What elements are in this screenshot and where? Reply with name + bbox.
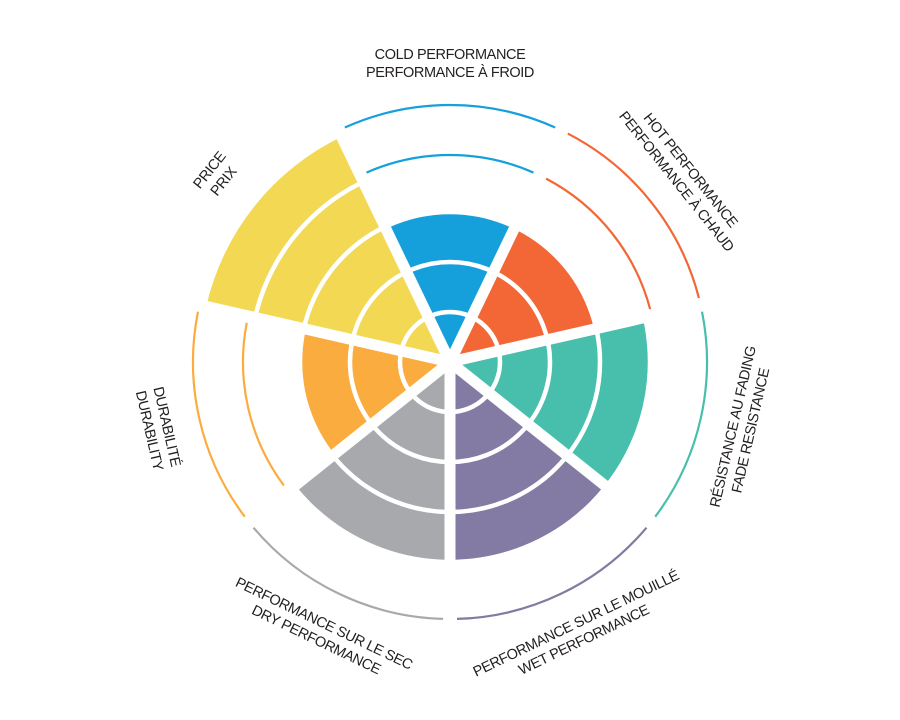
sector-divider [448,294,725,368]
wedge-3 [450,362,607,562]
wedge-0 [384,212,516,362]
sector-divider [446,357,673,541]
label-line: PERFORMANCE À FROID [366,64,534,81]
label-line: PERFORMANCE SUR LE SEC [233,575,415,674]
level-arc-4-5 [252,526,444,621]
label-line: PERFORMANCE SUR LE MOUILLÉ [470,567,682,681]
wedge-4 [293,362,450,562]
wedge-5 [299,328,450,456]
label-line: COLD PERFORMANCE [375,47,526,63]
sector-divider [227,357,454,541]
level-arc-0-5 [344,103,556,129]
level-arc-3-5 [456,526,648,621]
level-arc-2-5 [654,311,709,518]
level-arc-1-4 [545,177,652,310]
sector-divider [323,107,455,365]
level-arc-5-5 [191,311,246,518]
label-line: HOT PERFORMANCE [640,110,741,231]
level-arc-5-4 [241,322,285,487]
wedges [191,103,709,621]
sector-divider [445,107,577,365]
wedge-6 [206,136,450,362]
sector-divider [175,294,452,368]
level-arc-0-4 [366,153,534,174]
level-arc-1-5 [567,132,700,299]
grid [175,107,725,642]
